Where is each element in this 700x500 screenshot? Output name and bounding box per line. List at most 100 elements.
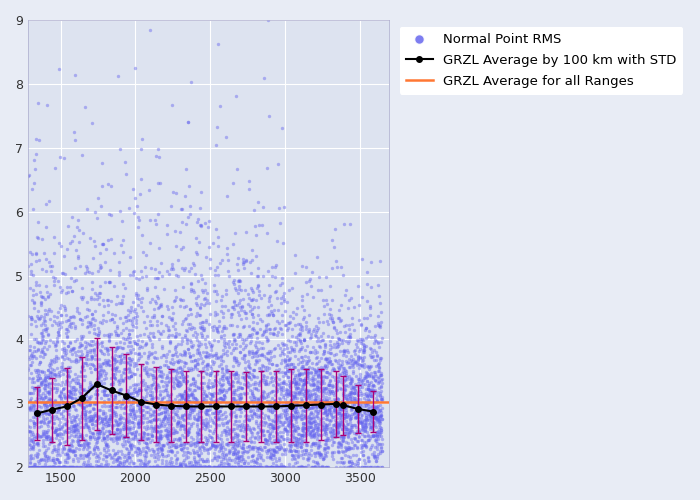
Point: [182, 118, 193, 126]
Point: [329, 406, 340, 414]
Point: [188, 351, 199, 359]
Point: [304, 418, 316, 426]
Point: [209, 408, 220, 416]
Point: [47, 379, 58, 387]
Point: [79, 416, 90, 424]
Point: [69, 422, 80, 430]
Point: [241, 463, 252, 471]
Point: [95, 418, 106, 426]
Point: [78, 423, 90, 431]
Point: [72, 380, 83, 388]
Point: [201, 361, 212, 369]
Point: [345, 394, 356, 402]
Point: [192, 422, 203, 430]
Point: [27, 428, 38, 436]
Point: [74, 437, 85, 445]
Point: [343, 452, 354, 460]
Point: [323, 390, 335, 398]
Point: [100, 452, 111, 460]
Point: [134, 446, 145, 454]
Point: [334, 440, 345, 448]
Point: [248, 366, 260, 374]
Point: [160, 362, 171, 370]
Point: [289, 414, 300, 422]
Point: [106, 401, 117, 409]
Point: [94, 346, 106, 354]
Point: [191, 346, 202, 354]
Point: [211, 390, 223, 398]
Point: [357, 441, 368, 449]
Point: [265, 463, 276, 471]
Point: [47, 356, 58, 364]
Point: [358, 416, 369, 424]
Point: [241, 463, 252, 471]
Point: [291, 458, 302, 466]
Point: [296, 414, 307, 422]
Point: [176, 264, 188, 272]
Point: [39, 399, 50, 407]
Point: [239, 463, 251, 471]
Point: [170, 270, 181, 278]
Point: [363, 457, 374, 465]
Point: [102, 180, 113, 188]
Point: [370, 431, 382, 439]
Point: [309, 376, 321, 384]
Point: [214, 407, 225, 415]
Point: [152, 463, 163, 471]
Point: [290, 384, 302, 392]
Point: [164, 447, 175, 455]
Point: [24, 374, 35, 382]
Point: [349, 434, 360, 442]
Point: [123, 330, 134, 338]
Point: [209, 410, 220, 418]
Point: [131, 463, 142, 471]
Point: [374, 428, 385, 436]
Point: [218, 376, 229, 384]
Point: [207, 382, 218, 390]
Point: [114, 426, 125, 434]
Point: [263, 282, 274, 290]
Point: [319, 426, 330, 434]
Point: [26, 358, 37, 366]
Point: [69, 402, 80, 410]
Point: [275, 443, 286, 451]
Point: [203, 426, 214, 434]
Point: [236, 455, 247, 463]
Point: [73, 457, 84, 465]
Point: [52, 277, 64, 285]
Point: [301, 418, 312, 426]
Point: [195, 400, 206, 408]
Point: [172, 376, 183, 384]
Point: [105, 266, 116, 274]
Point: [344, 428, 356, 436]
Point: [244, 416, 255, 424]
Point: [159, 412, 170, 420]
Point: [372, 352, 383, 360]
Point: [365, 351, 376, 359]
Point: [300, 378, 312, 386]
Point: [139, 456, 150, 464]
Point: [176, 370, 187, 378]
Point: [335, 441, 346, 449]
Point: [223, 454, 235, 462]
Point: [46, 369, 57, 377]
Point: [281, 390, 292, 398]
Point: [332, 342, 344, 350]
Point: [148, 376, 159, 384]
Point: [102, 440, 113, 448]
Point: [284, 379, 295, 387]
Point: [190, 399, 202, 407]
Point: [344, 220, 356, 228]
Point: [181, 410, 193, 418]
Point: [108, 250, 119, 258]
Point: [282, 348, 293, 356]
Point: [234, 454, 245, 462]
Point: [316, 451, 327, 459]
Point: [312, 444, 323, 452]
Point: [374, 412, 386, 420]
Point: [196, 398, 207, 406]
Point: [264, 325, 275, 333]
Point: [155, 410, 167, 418]
Point: [306, 463, 317, 471]
Point: [256, 427, 267, 435]
